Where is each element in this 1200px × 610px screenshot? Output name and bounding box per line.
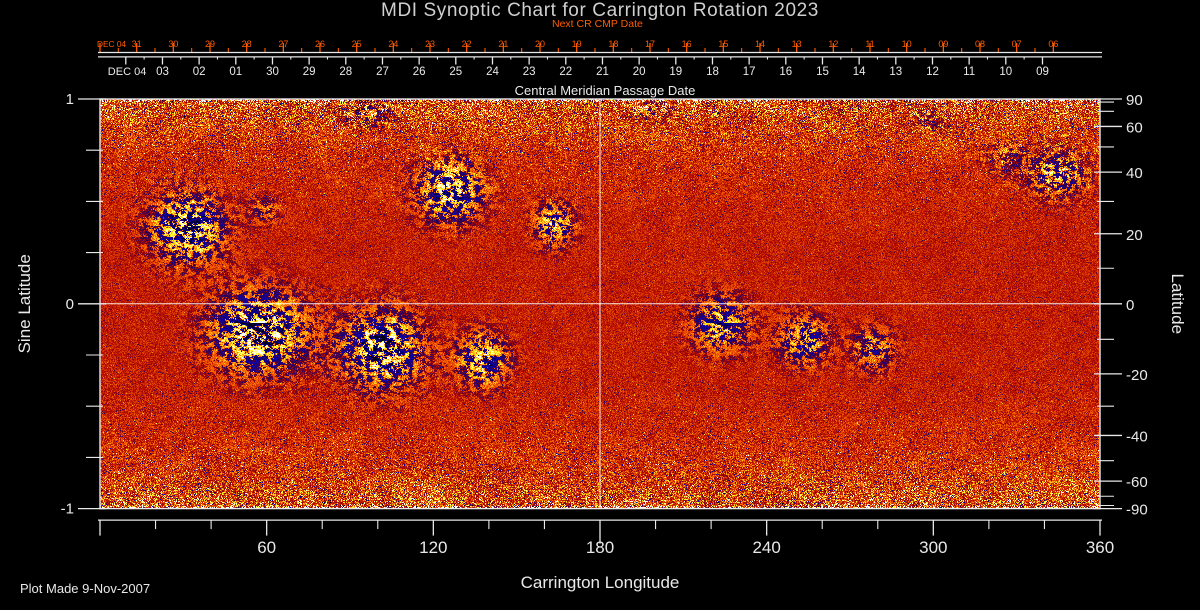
svg-text:360: 360 — [1086, 538, 1114, 557]
svg-text:17: 17 — [743, 66, 756, 78]
svg-text:24: 24 — [388, 39, 398, 49]
svg-text:240: 240 — [752, 538, 780, 557]
svg-text:14: 14 — [755, 39, 765, 49]
svg-text:24: 24 — [486, 66, 499, 78]
svg-text:23: 23 — [425, 39, 435, 49]
svg-text:Next CR CMP Date: Next CR CMP Date — [552, 18, 643, 30]
svg-text:14: 14 — [853, 66, 866, 78]
svg-text:60: 60 — [1126, 119, 1143, 136]
svg-text:23: 23 — [523, 66, 536, 78]
svg-text:Carrington Longitude: Carrington Longitude — [521, 573, 680, 592]
svg-text:30: 30 — [266, 66, 279, 78]
svg-text:16: 16 — [682, 39, 692, 49]
svg-text:19: 19 — [572, 39, 582, 49]
svg-text:26: 26 — [315, 39, 325, 49]
svg-text:09: 09 — [938, 39, 948, 49]
svg-text:12: 12 — [828, 39, 838, 49]
svg-text:03: 03 — [156, 66, 169, 78]
svg-text:25: 25 — [352, 39, 362, 49]
svg-text:-20: -20 — [1126, 367, 1148, 384]
svg-text:22: 22 — [559, 66, 572, 78]
svg-text:28: 28 — [242, 39, 252, 49]
svg-text:31: 31 — [132, 39, 142, 49]
svg-text:Plot Made 9-Nov-2007: Plot Made 9-Nov-2007 — [20, 581, 150, 596]
svg-text:11: 11 — [963, 66, 975, 78]
svg-text:30: 30 — [168, 39, 178, 49]
svg-text:-1: -1 — [61, 501, 74, 518]
svg-text:17: 17 — [645, 39, 655, 49]
svg-text:13: 13 — [889, 66, 902, 78]
svg-text:DEC 04: DEC 04 — [108, 66, 147, 78]
svg-text:10: 10 — [999, 66, 1012, 78]
svg-text:20: 20 — [535, 39, 545, 49]
svg-text:06: 06 — [1048, 39, 1058, 49]
svg-text:300: 300 — [919, 538, 947, 557]
svg-text:11: 11 — [865, 39, 874, 49]
svg-text:18: 18 — [706, 66, 719, 78]
svg-text:21: 21 — [498, 39, 508, 49]
svg-text:29: 29 — [303, 66, 316, 78]
svg-text:09: 09 — [1036, 66, 1049, 78]
svg-text:1: 1 — [66, 91, 74, 108]
svg-text:Sine Latitude: Sine Latitude — [15, 254, 34, 353]
svg-text:27: 27 — [278, 39, 288, 49]
svg-text:12: 12 — [926, 66, 939, 78]
svg-text:21: 21 — [596, 66, 609, 78]
svg-text:-40: -40 — [1126, 428, 1148, 445]
svg-text:20: 20 — [633, 66, 646, 78]
svg-text:20: 20 — [1126, 227, 1143, 244]
svg-text:-60: -60 — [1126, 474, 1148, 491]
svg-text:08: 08 — [975, 39, 985, 49]
svg-text:DEC 04: DEC 04 — [97, 39, 126, 49]
svg-text:25: 25 — [449, 66, 462, 78]
svg-text:15: 15 — [718, 39, 728, 49]
svg-text:-90: -90 — [1126, 502, 1148, 519]
svg-text:90: 90 — [1126, 92, 1143, 109]
svg-text:15: 15 — [816, 66, 829, 78]
svg-text:60: 60 — [257, 538, 276, 557]
svg-text:07: 07 — [1012, 39, 1022, 49]
svg-text:01: 01 — [229, 66, 242, 78]
svg-text:13: 13 — [792, 39, 802, 49]
svg-text:29: 29 — [205, 39, 215, 49]
svg-text:02: 02 — [193, 66, 206, 78]
svg-text:16: 16 — [779, 66, 792, 78]
svg-text:19: 19 — [669, 66, 682, 78]
svg-text:10: 10 — [902, 39, 912, 49]
svg-text:0: 0 — [66, 296, 74, 313]
svg-text:180: 180 — [586, 538, 614, 557]
svg-text:28: 28 — [339, 66, 352, 78]
svg-text:26: 26 — [413, 66, 426, 78]
svg-text:22: 22 — [462, 39, 472, 49]
svg-text:Latitude: Latitude — [1168, 274, 1187, 335]
svg-text:18: 18 — [608, 39, 618, 49]
svg-text:120: 120 — [419, 538, 447, 557]
svg-text:0: 0 — [1126, 297, 1134, 314]
svg-text:27: 27 — [376, 66, 389, 78]
svg-text:40: 40 — [1126, 165, 1143, 182]
svg-text:Central Meridian Passage Date: Central Meridian Passage Date — [515, 83, 696, 98]
